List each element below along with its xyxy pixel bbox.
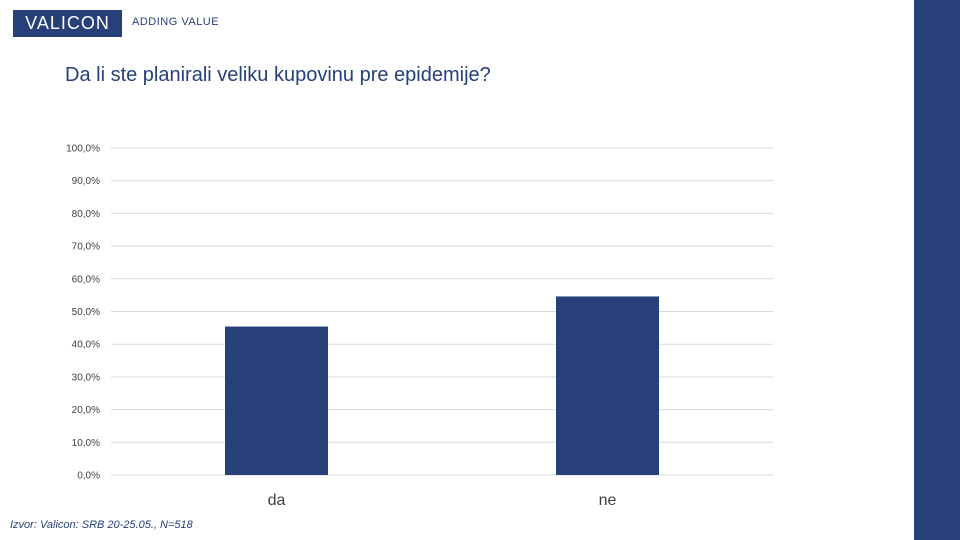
- source-note: Izvor: Valicon: SRB 20-25.05., N=518: [10, 519, 193, 531]
- bars: [225, 296, 659, 475]
- y-axis-ticks: 0,0% 10,0% 20,0% 30,0% 40,0% 50,0% 60,0% 70,0% 8…: [66, 144, 100, 482]
- y-tick-label: 60,0%: [72, 274, 100, 285]
- y-tick-label: 100,0%: [66, 144, 100, 155]
- y-tick-label: 70,0%: [72, 242, 100, 253]
- y-tick-label: 0,0%: [77, 471, 100, 482]
- y-tick-label: 80,0%: [72, 209, 100, 220]
- gridlines: [111, 147, 773, 476]
- logo-text: VALICON: [25, 13, 110, 33]
- decorative-side-bar: [914, 0, 960, 540]
- x-tick-label: ne: [599, 492, 617, 509]
- chart-title: Da li ste planirali veliku kupovinu pre …: [65, 64, 491, 86]
- y-tick-label: 50,0%: [72, 307, 100, 318]
- y-tick-label: 20,0%: [72, 405, 100, 416]
- y-tick-label: 10,0%: [72, 438, 100, 449]
- bar-da: [225, 326, 328, 475]
- y-tick-label: 30,0%: [72, 372, 100, 383]
- x-tick-label: da: [268, 492, 286, 509]
- bar-ne: [556, 296, 659, 475]
- y-tick-label: 40,0%: [72, 340, 100, 351]
- brand-tagline: ADDING VALUE: [132, 16, 220, 28]
- brand-logo: VALICON: [13, 10, 122, 37]
- bar-chart: 0,0% 10,0% 20,0% 30,0% 40,0% 50,0% 60,0% 70,0% 8…: [66, 144, 773, 509]
- x-axis-ticks: da ne: [268, 492, 617, 509]
- y-tick-label: 90,0%: [72, 176, 100, 187]
